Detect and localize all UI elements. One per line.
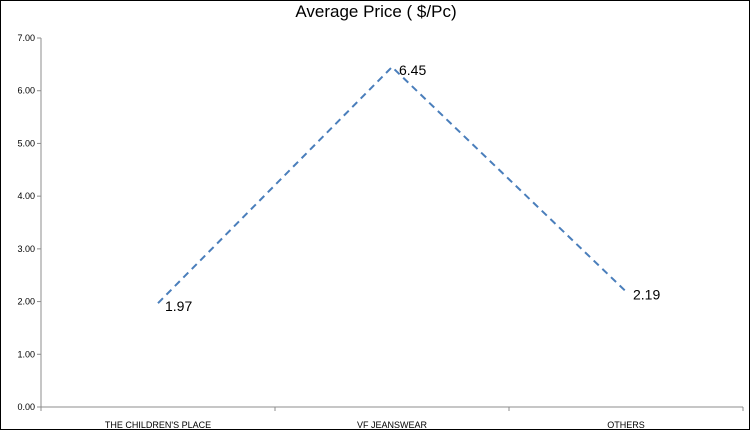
y-tick-label: 6.00 (17, 86, 35, 96)
axes (40, 38, 743, 408)
series-line (157, 65, 627, 304)
x-category-label: OTHERS (607, 420, 645, 430)
y-tick-label: 1.00 (17, 349, 35, 359)
y-tick-label: 2.00 (17, 297, 35, 307)
y-tick-label: 3.00 (17, 244, 35, 254)
data-label: 1.97 (165, 298, 192, 314)
y-tick-label: 7.00 (17, 33, 35, 43)
data-labels: 1.97 6.45 2.19 (165, 62, 660, 314)
series-layer (157, 65, 627, 304)
y-tick-label: 5.00 (17, 138, 35, 148)
x-category-label: THE CHILDREN'S PLACE (105, 420, 211, 430)
y-tick-label: 0.00 (17, 402, 35, 412)
data-label: 2.19 (633, 287, 660, 303)
y-tick-label: 4.00 (17, 191, 35, 201)
x-axis-categories: THE CHILDREN'S PLACE VF JEANSWEAR OTHERS (40, 407, 744, 430)
chart-title: Average Price ( $/Pc) (295, 2, 456, 21)
x-category-label: VF JEANSWEAR (357, 420, 428, 430)
y-axis-ticks: 0.00 1.00 2.00 3.00 4.00 5.00 6.00 7.00 (17, 33, 41, 412)
data-label: 6.45 (399, 62, 426, 78)
